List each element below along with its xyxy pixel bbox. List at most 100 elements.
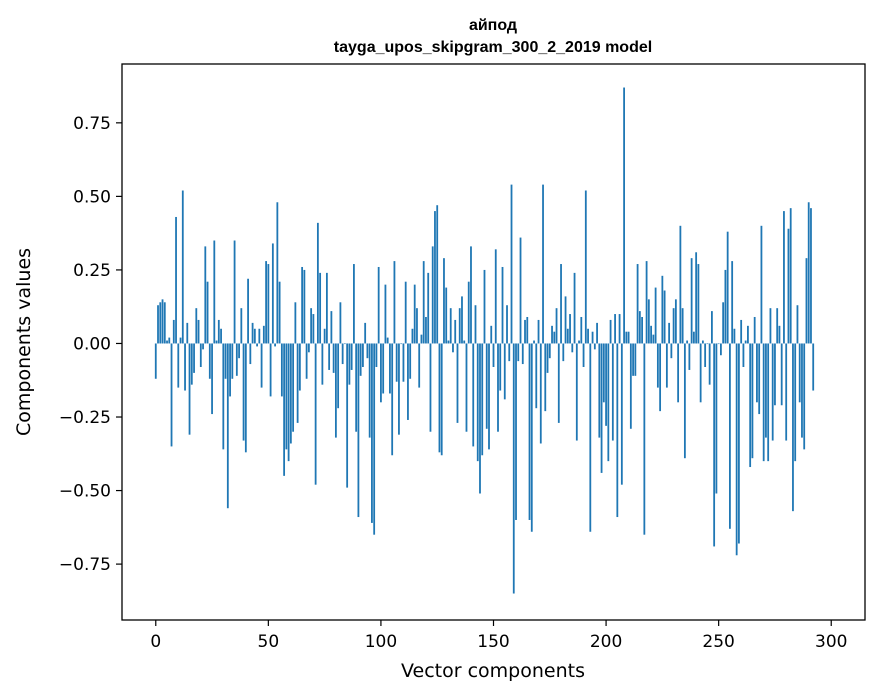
- bar-130: [447, 340, 450, 344]
- bar-280: [785, 343, 788, 441]
- bar-60: [289, 343, 292, 444]
- axes-group: 0 50 100 150 200 250 300 −0.75 −0.50 −0.25 0.00 0.2…: [59, 114, 848, 652]
- bar-31: [224, 343, 227, 379]
- bar-253: [724, 269, 727, 344]
- bar-178: [555, 308, 558, 344]
- bar-284: [794, 343, 797, 462]
- bar-108: [398, 343, 400, 435]
- bar-42: [249, 343, 252, 365]
- bar-35: [233, 240, 236, 344]
- bar-11: [179, 337, 182, 344]
- bar-41: [247, 278, 249, 344]
- bar-54: [276, 202, 279, 344]
- y-tick-label: −0.50: [59, 482, 111, 502]
- bar-72: [316, 222, 319, 344]
- bar-149: [490, 325, 493, 344]
- bar-115: [413, 284, 416, 344]
- bar-143: [476, 343, 479, 462]
- bar-62: [294, 302, 297, 344]
- bar-1: [157, 305, 159, 344]
- bar-30: [222, 343, 225, 450]
- bar-20: [199, 343, 202, 367]
- bar-239: [692, 331, 695, 344]
- bar-196: [596, 322, 598, 344]
- bar-118: [420, 334, 423, 344]
- bar-167: [530, 343, 533, 532]
- bar-16: [190, 343, 193, 385]
- bar-59: [287, 343, 290, 462]
- bar-185: [571, 343, 574, 353]
- bar-106: [393, 261, 396, 344]
- y-tick-label: 0.00: [73, 334, 111, 354]
- bar-219: [647, 299, 650, 344]
- chart-subtitle: tayga_upos_skipgram_300_2_2019 model: [334, 39, 652, 56]
- bar-33: [229, 343, 231, 397]
- bar-17: [193, 343, 195, 373]
- bar-0: [154, 343, 157, 379]
- bar-103: [386, 337, 389, 344]
- bar-12: [181, 190, 184, 344]
- bar-147: [485, 343, 488, 429]
- bar-261: [742, 343, 745, 367]
- bar-275: [774, 343, 776, 406]
- bar-5: [166, 340, 168, 344]
- bar-145: [481, 343, 484, 456]
- bar-247: [711, 311, 713, 344]
- bar-95: [368, 343, 371, 438]
- bar-125: [436, 205, 439, 344]
- bar-209: [625, 331, 628, 344]
- bar-109: [400, 343, 403, 345]
- bar-237: [688, 343, 691, 370]
- bars-group: [154, 87, 815, 594]
- bar-21: [202, 343, 204, 350]
- bar-286: [798, 343, 801, 403]
- bar-287: [801, 343, 803, 438]
- bar-155: [503, 343, 506, 400]
- bar-128: [443, 258, 445, 344]
- bar-105: [391, 343, 394, 456]
- bar-84: [344, 343, 346, 345]
- bar-71: [314, 343, 317, 485]
- bar-87: [350, 343, 353, 370]
- bar-85: [346, 343, 349, 488]
- bar-264: [749, 343, 752, 468]
- bar-172: [542, 184, 544, 344]
- bar-52: [271, 243, 274, 344]
- bar-285: [796, 305, 799, 344]
- bar-70: [312, 314, 315, 344]
- bar-3: [161, 299, 164, 344]
- bar-69: [310, 308, 313, 344]
- bar-249: [715, 343, 718, 494]
- bar-138: [465, 343, 468, 432]
- bar-46: [258, 328, 261, 344]
- bar-182: [564, 296, 567, 344]
- bar-176: [551, 325, 553, 344]
- bar-216: [641, 316, 643, 344]
- bar-122: [429, 343, 432, 432]
- bar-245: [706, 343, 709, 345]
- bar-246: [708, 343, 711, 385]
- bar-199: [602, 343, 605, 403]
- bar-161: [517, 343, 520, 362]
- bar-232: [677, 343, 680, 403]
- bar-100: [380, 343, 382, 403]
- bar-49: [265, 261, 267, 344]
- bar-220: [650, 325, 653, 344]
- bar-230: [672, 308, 675, 344]
- y-tick-label: 0.75: [73, 114, 111, 134]
- bar-229: [670, 343, 673, 359]
- bar-119: [422, 261, 425, 344]
- bar-6: [168, 337, 171, 344]
- bar-38: [240, 308, 243, 344]
- bar-158: [510, 184, 513, 344]
- bar-150: [492, 343, 495, 367]
- bar-126: [438, 343, 441, 453]
- bar-23: [206, 281, 209, 344]
- bar-282: [789, 208, 792, 344]
- bar-228: [668, 322, 671, 344]
- bar-290: [807, 202, 810, 344]
- bar-146: [483, 269, 486, 344]
- bar-194: [591, 331, 594, 344]
- x-axis-label: Vector components: [401, 660, 585, 682]
- bar-203: [611, 343, 614, 441]
